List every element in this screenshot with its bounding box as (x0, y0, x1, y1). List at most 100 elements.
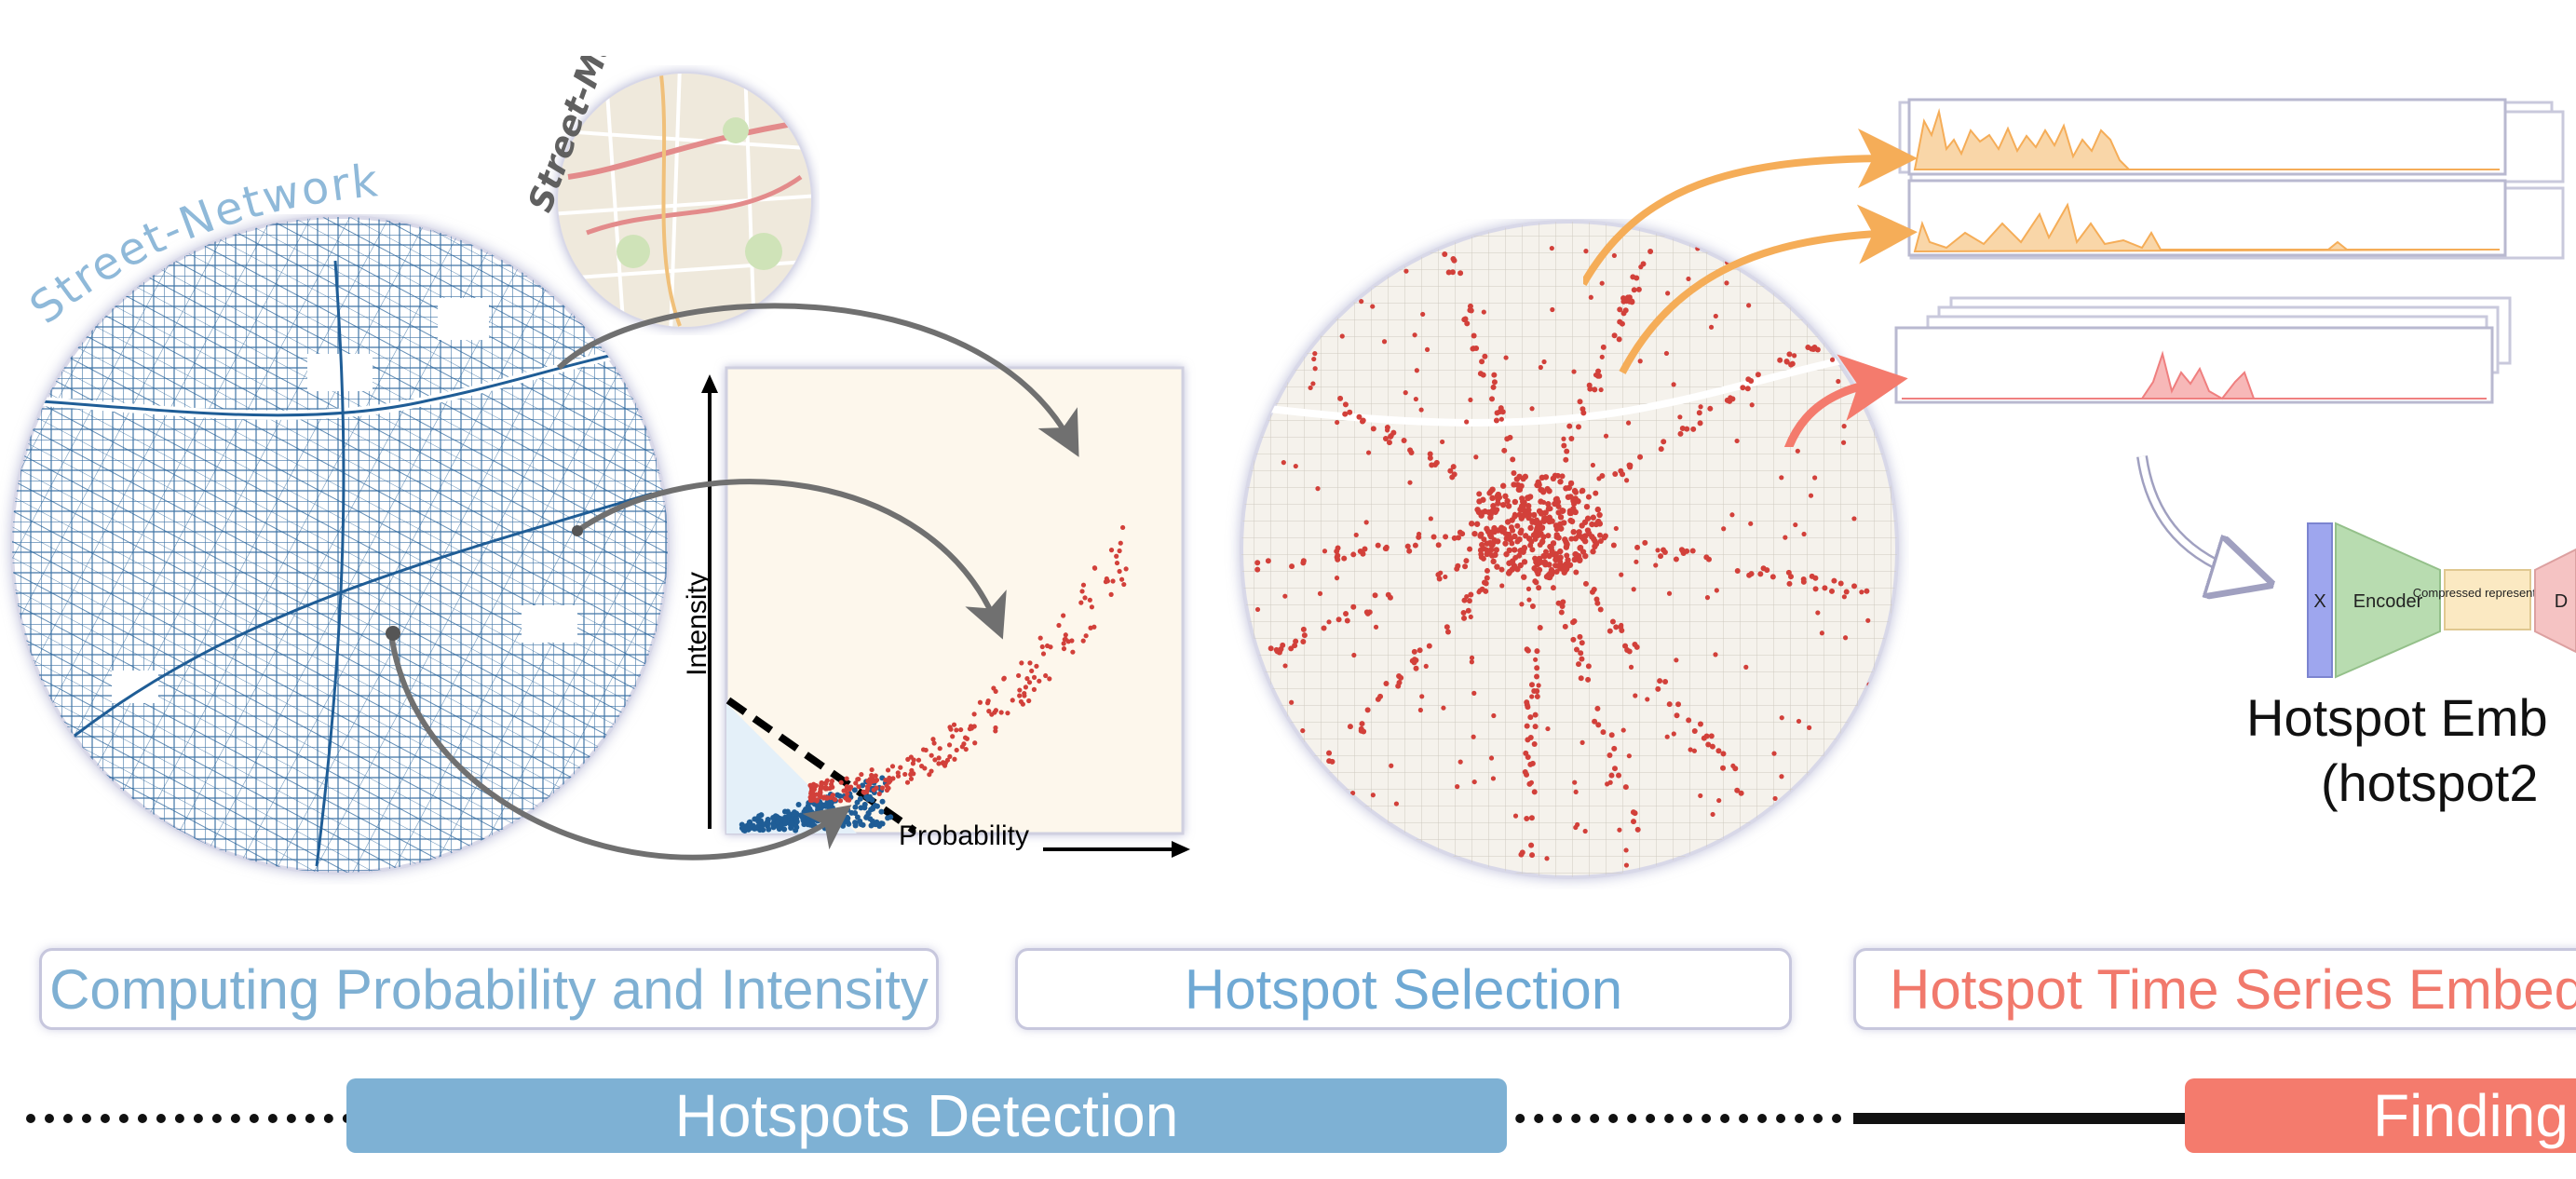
hotspot-dot (1626, 648, 1633, 655)
input-x-label: X (2313, 591, 2325, 612)
hotspot-dot (1515, 486, 1523, 493)
hotspot-dot (1417, 707, 1423, 713)
hotspot-dot (1481, 309, 1486, 315)
scatter-point-high (869, 772, 874, 779)
hotspot-dot (1512, 547, 1518, 553)
phase-finding: Finding (2185, 1078, 2576, 1153)
hotspot-dot (1359, 299, 1364, 305)
hotspot-dot (1516, 535, 1523, 543)
hotspot-dot (1619, 622, 1624, 628)
hotspot-dot (1628, 664, 1634, 670)
hotspot-dot (1278, 369, 1284, 375)
hotspot-dot (1544, 856, 1550, 861)
hotspot-dot (1581, 519, 1589, 526)
scatter-point-high (1063, 636, 1068, 642)
hotspot-dot (1571, 617, 1578, 624)
hotspot-dot (1597, 538, 1604, 545)
hotspot-dot (1575, 498, 1581, 505)
scatter-point-low (752, 825, 759, 832)
hotspot-dot (1567, 480, 1575, 487)
hotspot-dot (1473, 521, 1481, 527)
hotspot-dot (1568, 435, 1575, 441)
hotspot-dot (1865, 696, 1871, 701)
scatter-point-high (909, 767, 915, 773)
hotspot-dot (1642, 539, 1648, 546)
scatter-point-low (745, 826, 752, 833)
stage-embedding-label: Hotspot Time Series Embed (1890, 957, 2576, 1021)
hotspot-dot (1545, 501, 1552, 508)
hotspot-dot (1561, 442, 1567, 449)
hotspot-dot (1499, 501, 1507, 508)
hotspot-dot (1570, 506, 1577, 512)
hotspot-dot (1690, 426, 1697, 432)
hotspot-dot (1630, 274, 1636, 280)
hotspot-dot (1432, 462, 1439, 468)
hotspot-dot (1746, 303, 1752, 308)
hotspot-dot (1491, 712, 1497, 719)
scatter-point-high (1061, 613, 1066, 618)
input-x-block (2307, 522, 2333, 678)
hotspot-dot (1423, 663, 1429, 670)
hotspot-dot (1281, 460, 1286, 466)
hotspot-dot (1260, 283, 1267, 289)
network-to-scatter-arrows (386, 303, 1079, 861)
scatter-point-high (814, 797, 820, 803)
hotspot-dot (1593, 490, 1599, 496)
hotspot-dot (1512, 533, 1518, 540)
hotspot-dot (1543, 574, 1551, 580)
hotspot-dot (1455, 562, 1461, 569)
hotspot-dot (1343, 610, 1349, 617)
hotspot-dot (1406, 548, 1413, 554)
hotspot-dot (1550, 540, 1557, 547)
hotspot-dot (1593, 596, 1600, 603)
hotspot-dot (1455, 784, 1460, 790)
hotspot-dot (1293, 638, 1299, 644)
hotspot-dot (1301, 632, 1308, 639)
hotspot-dot (1578, 675, 1584, 682)
decoder-block (2534, 548, 2576, 654)
hotspot-dot (1353, 532, 1359, 538)
scatter-point-high (1061, 641, 1066, 646)
hotspot-dot (1223, 566, 1228, 572)
hotspot-dot (1531, 789, 1538, 795)
hotspot-dot (1674, 657, 1679, 663)
hotspot-dot (1450, 255, 1457, 262)
hotspot-dot (1576, 424, 1582, 430)
probability-axis-label: Probability (899, 820, 1029, 851)
hotspot-selection-map (1223, 220, 1899, 879)
hotspot-dot (1734, 787, 1741, 793)
scatter-point-high (1104, 576, 1109, 582)
hotspot-dot (1435, 542, 1442, 549)
hotspot-dot (1444, 624, 1450, 630)
hotspot-dot (1645, 697, 1650, 702)
hotspot-dot (1308, 385, 1313, 391)
hotspot-dot (1622, 784, 1629, 791)
hotspot-dot (1449, 474, 1456, 481)
hotspot-dot (1555, 600, 1562, 606)
scatter-point-high (1039, 644, 1045, 650)
hotspot-dot (1783, 359, 1790, 365)
hotspot-dot (1595, 518, 1602, 525)
hotspot-dot (1280, 367, 1286, 373)
scatter-point-low (774, 814, 780, 820)
hotspot-dot (1634, 644, 1640, 650)
hotspot-dot (1801, 531, 1807, 537)
scatter-point-high (1023, 684, 1029, 690)
scatter-point-high (1026, 698, 1032, 704)
hotspot-dot (1457, 270, 1464, 277)
hotspot-dot (1342, 401, 1349, 408)
hotspot-dot (1244, 657, 1251, 663)
hotspot-dot (1580, 410, 1587, 416)
hotspot-dot (1665, 291, 1671, 296)
hotspot-dot (1484, 567, 1490, 574)
hotspot-dot (1532, 711, 1539, 718)
hotspot-dot (1550, 306, 1555, 313)
scatter-point-low (759, 820, 766, 826)
hotspot-dot (1666, 590, 1673, 596)
hotspot-dot (1674, 712, 1680, 719)
stage-computing-label: Computing Probability and Intensity (49, 957, 929, 1021)
hotspot-dot (1495, 500, 1501, 507)
hotspot-dot (1489, 528, 1497, 535)
hotspot-dot (1254, 566, 1261, 573)
scatter-point-high (1080, 582, 1087, 588)
